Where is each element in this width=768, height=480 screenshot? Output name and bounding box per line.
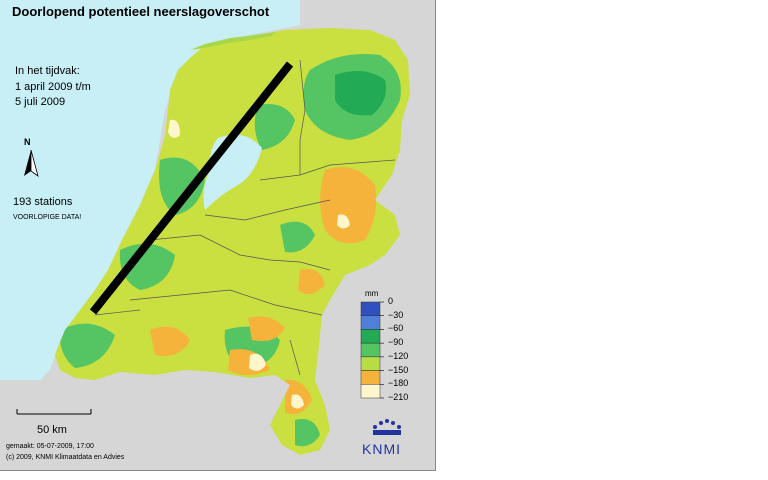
legend-bin [360,301,381,316]
map-title: Doorlopend potentieel neerslagoverschot [12,4,270,19]
patch-green-holland [159,157,205,215]
copyright-text: (c) 2009, KNMI Klimaatdata en Advies [6,454,125,461]
sea [0,0,300,380]
legend-tick-label: −90 [388,337,404,348]
legend-tick-label: −210 [388,392,409,402]
netherlands-land [55,28,410,455]
preliminary-notice: VOORLOPIGE DATA! [13,214,82,221]
precipitation-map [0,0,410,455]
legend-tick-label: −60 [388,323,404,334]
legend-bin [360,384,381,399]
north-arrow-icon [24,149,39,177]
patch-orange-zeeland [150,326,190,356]
patch-green-frysl [254,104,295,150]
legend-bin [360,329,381,344]
knmi-logo: KNMI [362,441,401,457]
legend-bin [360,356,381,371]
patch-green-center [280,221,315,253]
made-timestamp: gemaakt: 05-07-2009, 17:00 [6,443,94,450]
legend-tick-label: −180 [388,378,409,389]
patch-cream-west [168,119,180,138]
legend-unit: mm [365,289,379,298]
legend-bin [360,370,381,385]
patch-green-limburg [295,419,320,447]
legend-tick-label: −150 [388,364,409,375]
patch-green-zeeland [59,323,115,368]
scale-bar [16,409,92,415]
patch-orange-east [320,167,377,244]
legend-bin [360,315,381,330]
knmi-crown-icon [373,419,401,435]
legend-tick-label: −120 [388,350,409,361]
station-count: 193 stations [13,196,73,208]
map-frame: Doorlopend potentieel neerslagoverschot … [0,0,436,471]
north-label: N [24,137,31,147]
patch-orange-brabant [248,316,285,342]
legend-bin [360,342,381,358]
legend-tick-label: 0 [388,296,394,306]
patch-cream-south [249,353,266,371]
patch-cream-east [337,214,350,229]
patch-orange-gelderland [298,269,325,294]
transect-line [89,61,294,315]
scale-label: 50 km [37,424,67,436]
patch-cream-limburg [291,394,304,409]
period-end: 5 juli 2009 [15,96,66,108]
province-borders [94,59,396,376]
wadden-islands [190,32,275,50]
patch-darkgreen-north [335,71,387,116]
legend-colorbar [360,301,384,399]
period-label: In het tijdvak: [15,65,80,77]
value-patches [59,54,401,447]
period-start: 1 april 2009 t/m [15,81,91,93]
legend-tick-label: −30 [388,309,404,320]
